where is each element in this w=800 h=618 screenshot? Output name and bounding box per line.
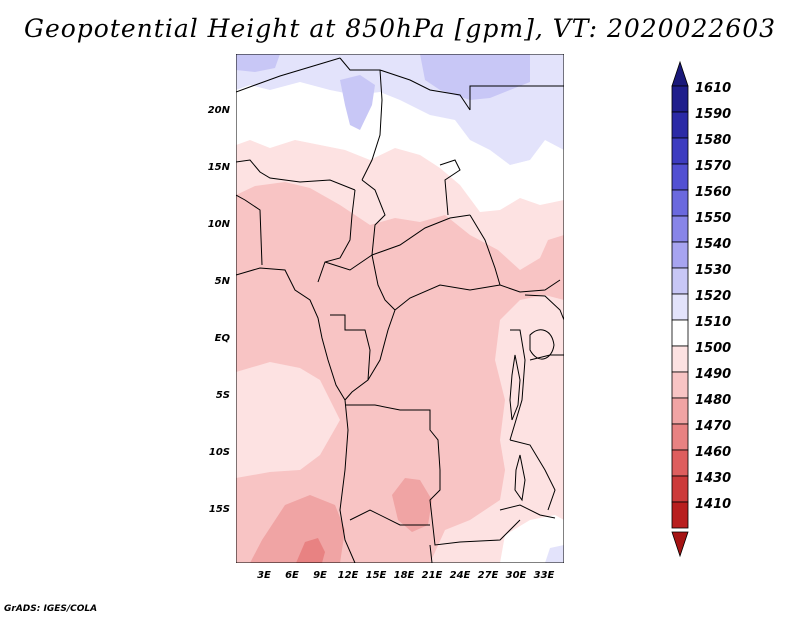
lon-label: 15E xyxy=(366,570,387,581)
colorbar-label: 1500 xyxy=(695,341,731,356)
lon-label: 9E xyxy=(313,570,327,581)
lat-label: 15N xyxy=(208,162,231,173)
colorbar-segment xyxy=(671,371,689,399)
colorbar-label: 1430 xyxy=(695,471,731,486)
colorbar-label: 1490 xyxy=(695,367,731,382)
colorbar-segment xyxy=(671,163,689,191)
lon-label: 27E xyxy=(478,570,499,581)
colorbar-label: 1580 xyxy=(695,133,731,148)
colorbar-label: 1610 xyxy=(695,81,731,96)
colorbar-label: 1540 xyxy=(695,237,731,252)
colorbar-segment xyxy=(671,449,689,477)
longitude-axis: 3E 6E 9E 12E 15E 18E 21E 24E 27E 30E 33E xyxy=(257,570,554,581)
lon-label: 12E xyxy=(338,570,359,581)
field-1500-east xyxy=(430,295,564,563)
lat-label: 5N xyxy=(215,276,231,287)
colorbar-label: 1520 xyxy=(695,289,731,304)
lon-label: 6E xyxy=(285,570,299,581)
field-1500-west xyxy=(236,362,340,478)
lon-label: 33E xyxy=(534,570,555,581)
colorbar-segment xyxy=(671,111,689,139)
latitude-axis: 20N 15N 10N 5N EQ 5S 10S 15S xyxy=(208,105,231,515)
lon-label: 18E xyxy=(394,570,415,581)
field-1480-south xyxy=(392,478,432,532)
map-panel xyxy=(236,54,564,563)
lat-label: 5S xyxy=(216,390,230,401)
lon-label: 3E xyxy=(257,570,271,581)
field-1520-southeast xyxy=(545,545,564,563)
colorbar-segment xyxy=(671,345,689,373)
colorbar-segment xyxy=(671,267,689,295)
colorbar-segment xyxy=(671,241,689,269)
field-1530-northeast xyxy=(420,54,530,100)
colorbar: 1610 1590 1580 1570 1560 1550 1540 1530 … xyxy=(671,60,731,558)
colorbar-label: 1470 xyxy=(695,419,731,434)
field-1470-southwest xyxy=(296,538,325,563)
colorbar-segment xyxy=(671,215,689,243)
colorbar-segment xyxy=(671,397,689,425)
colorbar-label: 1590 xyxy=(695,107,731,122)
lat-label: 10S xyxy=(209,447,230,458)
colorbar-labels: 1610 1590 1580 1570 1560 1550 1540 1530 … xyxy=(695,81,731,512)
colorbar-label: 1510 xyxy=(695,315,731,330)
colorbar-bottom-arrow xyxy=(671,531,689,558)
colorbar-segment xyxy=(671,501,689,529)
colorbar-top-arrow xyxy=(671,60,689,87)
chart-title: Geopotential Height at 850hPa [gpm], VT:… xyxy=(23,14,777,43)
colorbar-segment xyxy=(671,423,689,451)
colorbar-label: 1460 xyxy=(695,445,731,460)
lon-label: 24E xyxy=(450,570,471,581)
grads-credit: GrADS: IGES/COLA xyxy=(4,604,98,614)
colorbar-label: 1530 xyxy=(695,263,731,278)
lat-label: EQ xyxy=(215,333,231,344)
lon-label: 30E xyxy=(506,570,527,581)
field-1530-northwest xyxy=(236,54,280,72)
lat-label: 20N xyxy=(208,105,231,116)
colorbar-label: 1570 xyxy=(695,159,731,174)
lat-label: 15S xyxy=(209,504,230,515)
country-borders xyxy=(236,57,564,563)
colorbar-label: 1480 xyxy=(695,393,731,408)
colorbar-label: 1410 xyxy=(695,497,731,512)
colorbar-label: 1550 xyxy=(695,211,731,226)
lat-label: 10N xyxy=(208,219,231,230)
colorbar-segment xyxy=(671,293,689,321)
colorbar-segment xyxy=(671,137,689,165)
field-1510-southeast xyxy=(500,515,564,563)
field-1530-north xyxy=(340,75,375,130)
colorbar-segment xyxy=(671,85,689,113)
colorbar-segment xyxy=(671,189,689,217)
lon-label: 21E xyxy=(422,570,443,581)
colorbar-segment xyxy=(671,475,689,503)
colorbar-segment xyxy=(671,319,689,347)
colorbar-label: 1560 xyxy=(695,185,731,200)
